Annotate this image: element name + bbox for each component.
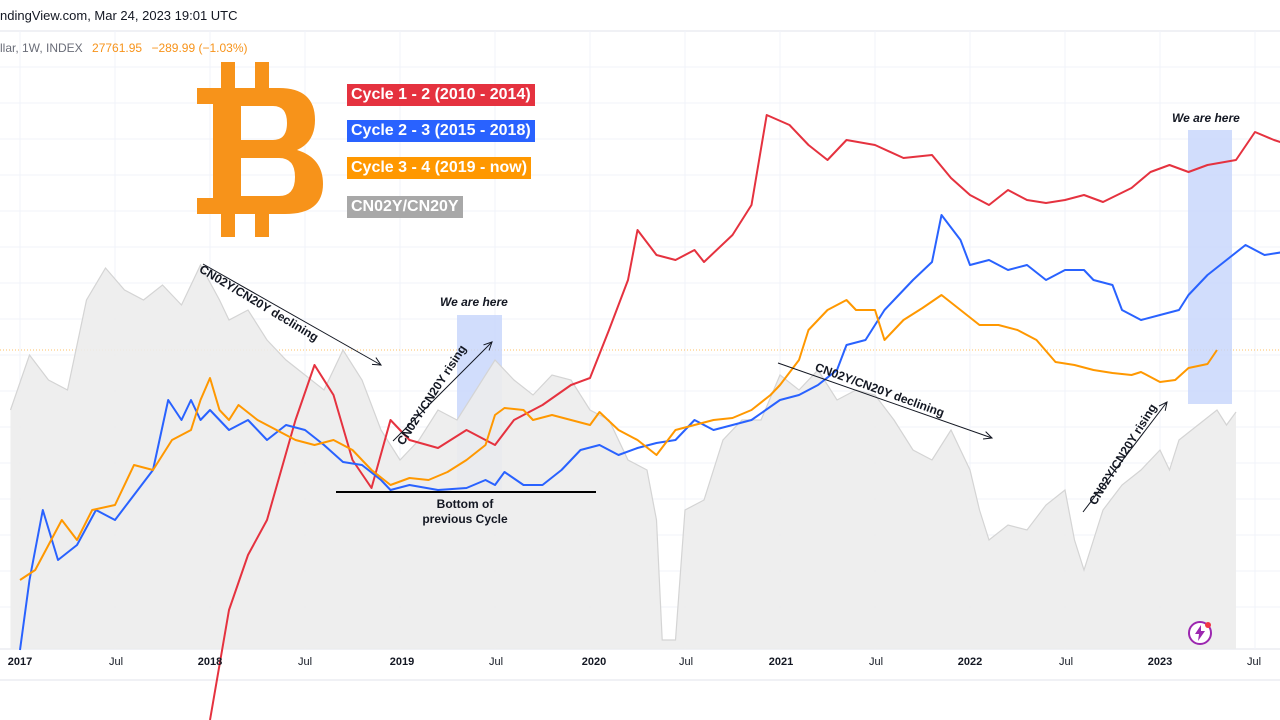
x-tick-label: Jul [108,656,124,668]
x-tick-label: 2022 [957,656,983,668]
price-change: −289.99 (−1.03%) [151,41,248,55]
annotation-bottom-previous-cycle: Bottom of previous Cycle [400,497,530,527]
symbol-info: llar, 1W, INDEX 27761.95 −289.99 (−1.03%… [0,41,248,55]
series-line-cycle-2-3 [19,214,1280,651]
legend-cycle-1-2: Cycle 1 - 2 (2010 - 2014) [347,84,535,106]
x-tick-label: 2018 [197,656,223,668]
x-tick-label: 2019 [389,656,415,668]
annotation-arrows [202,263,1168,513]
arrow-rising-1 [392,341,493,442]
arrow-declining-1 [202,263,382,366]
arrow-rising-1-head [483,341,493,351]
arrow-declining-2-head [983,431,994,440]
x-tick-label: Jul [1246,656,1262,668]
legend-cn02y-cn20y: CN02Y/CN20Y [347,196,463,218]
arrow-declining-1-head [371,357,382,366]
highlight-region-2023 [1188,130,1232,404]
series-lines [9,114,1280,720]
series-line-cycle-3-4 [19,294,1218,581]
arrow-declining-2 [777,362,993,439]
legend-cycle-2-3: Cycle 2 - 3 (2015 - 2018) [347,120,535,142]
x-tick-label: Jul [297,656,313,668]
x-tick-label: Jul [868,656,884,668]
arrow-rising-2 [1082,401,1168,513]
series-line-cn02y-cn20y [9,263,1237,641]
x-tick-label: Jul [1058,656,1074,668]
series-area-cn02y-cn20y [10,265,1236,649]
arrow-rising-2-head [1158,401,1168,411]
x-tick-label: Jul [678,656,694,668]
annotation-we-are-here-2: We are here [1172,111,1240,125]
bottom-label-line-1: Bottom of [436,497,494,511]
bottom-label-line-2: previous Cycle [422,512,508,526]
x-tick-label: 2020 [581,656,607,668]
legend-cycle-3-4: Cycle 3 - 4 (2019 - now) [347,157,532,179]
series-line-cycle-1-2 [209,114,1280,720]
chart-source-header: ndingView.com, Mar 24, 2023 19:01 UTC [0,8,238,23]
annotation-we-are-here-1: We are here [440,295,508,309]
bitcoin-logo-icon [197,62,323,237]
last-price: 27761.95 [92,41,143,55]
lightning-bolt-icon[interactable] [1187,620,1213,646]
symbol-label: llar, 1W, INDEX [0,41,83,55]
x-tick-label: 2023 [1147,656,1173,668]
x-tick-label: 2017 [7,656,33,668]
x-tick-label: Jul [488,656,504,668]
x-tick-label: 2021 [768,656,794,668]
